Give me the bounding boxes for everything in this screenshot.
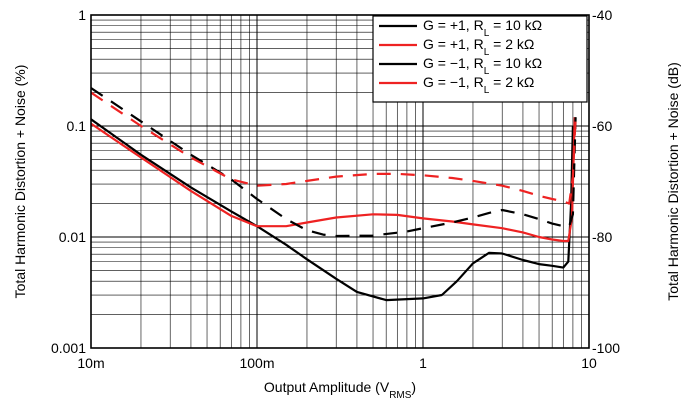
y-axis-label: Total Harmonic Distortion + Noise (%)	[12, 65, 28, 299]
tick-labels: 10m 100m 1 10 1 0.1 0.01 0.001 -40 -60 -80 -100	[51, 7, 620, 371]
y2-tick-label: -80	[592, 229, 612, 245]
legend-entries: G = +1, RL = 10 kΩG = +1, RL = 2 kΩG = −…	[379, 17, 542, 96]
x-axis-label-main: Output Amplitude (V	[264, 379, 390, 395]
y-tick-label: 1	[78, 7, 86, 23]
y2-tick-label: -40	[592, 7, 612, 23]
legend-entry-label: G = −1, RL = 10 kΩ	[423, 55, 542, 77]
x-tick-label: 1	[419, 355, 427, 371]
x-axis-label-end: )	[411, 379, 416, 395]
legend-label-text: = 10 kΩ	[489, 17, 542, 33]
legend: G = +1, RL = 10 kΩG = +1, RL = 2 kΩG = −…	[372, 15, 588, 103]
legend-label-subscript: L	[484, 66, 490, 77]
series-line-2	[90, 117, 576, 243]
legend-label-text: G = +1, R	[423, 36, 484, 52]
series-lines	[90, 87, 577, 302]
legend-box	[372, 15, 588, 103]
legend-label-text: G = −1, R	[423, 74, 484, 90]
legend-label-text: = 2 kΩ	[489, 36, 534, 52]
x-tick-label: 10m	[77, 355, 104, 371]
legend-label-subscript: L	[484, 85, 490, 96]
x-tick-label: 10	[581, 355, 597, 371]
legend-label-text: G = −1, R	[423, 55, 484, 71]
y-tick-label: 0.01	[59, 229, 86, 245]
plot-frame	[90, 14, 590, 349]
legend-label-subscript: L	[484, 47, 490, 58]
legend-entry-label: G = +1, RL = 2 kΩ	[423, 36, 534, 58]
legend-label-text: = 2 kΩ	[489, 74, 534, 90]
legend-label-text: G = +1, R	[423, 17, 484, 33]
legend-entry-label: G = +1, RL = 10 kΩ	[423, 17, 542, 39]
x-tick-label: 100m	[239, 355, 274, 371]
y-tick-label: 0.1	[67, 118, 87, 134]
x-axis-label-subscript: RMS	[389, 390, 412, 400]
series-line-1	[90, 118, 574, 302]
legend-entry-label: G = −1, RL = 2 kΩ	[423, 74, 534, 96]
legend-label-text: = 10 kΩ	[489, 55, 542, 71]
x-axis-label: Output Amplitude (VRMS)	[264, 379, 416, 400]
y-tick-label: 0.001	[51, 340, 86, 356]
legend-label-subscript: L	[484, 28, 490, 39]
series-line-3	[90, 87, 577, 238]
series-line-4	[90, 91, 577, 205]
y2-tick-label: -100	[592, 340, 620, 356]
y2-axis-label: Total Harmonic Distortion + Noise (dB)	[665, 62, 681, 300]
y2-tick-label: -60	[592, 118, 612, 134]
